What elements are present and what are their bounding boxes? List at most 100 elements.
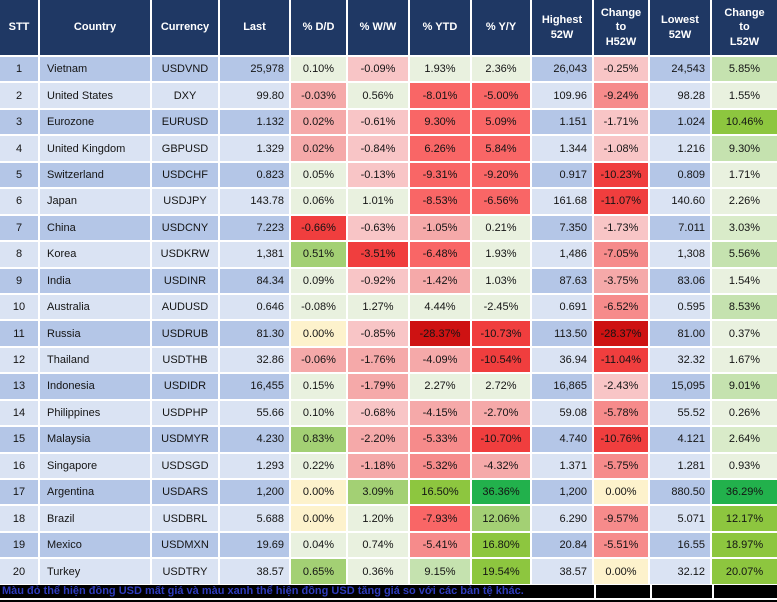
cell-japan-ww: 1.01% [348,189,408,214]
cell-china-currency: USDCNY [152,215,218,241]
footer: Màu đỏ thể hiện đồng USD mất giá và màu … [0,584,777,598]
column-header-last: Last [220,0,289,55]
cell-thailand-low: 32.32 [650,347,710,373]
cell-turkey-ww: 0.36% [348,559,408,584]
footer-note: Màu đỏ thể hiện đồng USD mất giá và màu … [0,584,594,598]
cell-eurozone-chg_h: -1.71% [594,109,648,135]
cell-united-kingdom-stt: 4 [0,136,38,161]
cell-korea-chg_l: 5.56% [712,242,777,267]
cell-russia-yy: -10.73% [472,321,530,346]
cell-korea-country: Korea [40,242,150,267]
cell-china-stt: 7 [0,215,38,241]
cell-russia-country: Russia [40,321,150,346]
cell-argentina-country: Argentina [40,480,150,505]
cell-singapore-stt: 16 [0,453,38,478]
cell-russia-chg_h: -28.37% [594,321,648,346]
cell-thailand-stt: 12 [0,347,38,373]
cell-japan-ytd: -8.53% [410,189,470,214]
cell-vietnam-high: 26,043 [532,57,592,82]
cell-brazil-country: Brazil [40,506,150,531]
cell-philippines-ww: -0.68% [348,400,408,426]
cell-turkey-stt: 20 [0,559,38,584]
cell-turkey-country: Turkey [40,559,150,584]
cell-australia-high: 0.691 [532,294,592,320]
cell-brazil-chg_l: 12.17% [712,506,777,531]
cell-australia-chg_h: -6.52% [594,294,648,320]
cell-philippines-last: 55.66 [220,400,289,426]
cell-thailand-chg_h: -11.04% [594,347,648,373]
column-header-high: Highest 52W [532,0,592,55]
cell-russia-currency: USDRUB [152,321,218,346]
cell-china-ytd: -1.05% [410,215,470,241]
cell-philippines-high: 59.08 [532,400,592,426]
cell-eurozone-low: 1.024 [650,109,710,135]
cell-turkey-low: 32.12 [650,559,710,584]
cell-japan-country: Japan [40,189,150,214]
cell-argentina-yy: 36.36% [472,480,530,505]
cell-eurozone-chg_l: 10.46% [712,109,777,135]
cell-mexico-country: Mexico [40,532,150,558]
cell-china-yy: 0.21% [472,215,530,241]
cell-australia-chg_l: 8.53% [712,294,777,320]
cell-india-currency: USDINR [152,268,218,293]
cell-malaysia-stt: 15 [0,427,38,452]
footer-black-cell-1 [596,584,650,598]
cell-eurozone-yy: 5.09% [472,109,530,135]
cell-thailand-yy: -10.54% [472,347,530,373]
column-header-chg_l: Change to L52W [712,0,777,55]
cell-vietnam-country: Vietnam [40,57,150,82]
column-header-ww: % W/W [348,0,408,55]
cell-united-states-yy: -5.00% [472,83,530,108]
cell-china-chg_h: -1.73% [594,215,648,241]
cell-singapore-currency: USDSGD [152,453,218,478]
cell-singapore-yy: -4.32% [472,453,530,478]
cell-united-kingdom-chg_l: 9.30% [712,136,777,161]
cell-indonesia-last: 16,455 [220,374,289,399]
cell-brazil-low: 5.071 [650,506,710,531]
cell-turkey-chg_l: 20.07% [712,559,777,584]
column-header-ytd: % YTD [410,0,470,55]
cell-mexico-last: 19.69 [220,532,289,558]
cell-indonesia-yy: 2.72% [472,374,530,399]
cell-united-kingdom-currency: GBPUSD [152,136,218,161]
cell-thailand-currency: USDTHB [152,347,218,373]
cell-india-dd: 0.09% [291,268,346,293]
cell-singapore-low: 1.281 [650,453,710,478]
cell-united-kingdom-ww: -0.84% [348,136,408,161]
cell-korea-yy: 1.93% [472,242,530,267]
cell-india-country: India [40,268,150,293]
cell-argentina-ytd: 16.50% [410,480,470,505]
cell-australia-ww: 1.27% [348,294,408,320]
cell-thailand-ytd: -4.09% [410,347,470,373]
cell-switzerland-dd: 0.05% [291,162,346,188]
cell-switzerland-country: Switzerland [40,162,150,188]
cell-turkey-dd: 0.65% [291,559,346,584]
cell-russia-high: 113.50 [532,321,592,346]
cell-singapore-ww: -1.18% [348,453,408,478]
cell-vietnam-chg_h: -0.25% [594,57,648,82]
cell-japan-low: 140.60 [650,189,710,214]
cell-india-chg_l: 1.54% [712,268,777,293]
cell-india-chg_h: -3.75% [594,268,648,293]
cell-china-ww: -0.63% [348,215,408,241]
cell-vietnam-last: 25,978 [220,57,289,82]
cell-philippines-currency: USDPHP [152,400,218,426]
cell-vietnam-low: 24,543 [650,57,710,82]
cell-turkey-ytd: 9.15% [410,559,470,584]
cell-switzerland-ww: -0.13% [348,162,408,188]
cell-thailand-high: 36.94 [532,347,592,373]
cell-brazil-high: 6.290 [532,506,592,531]
cell-united-states-high: 109.96 [532,83,592,108]
column-header-dd: % D/D [291,0,346,55]
cell-brazil-currency: USDBRL [152,506,218,531]
cell-turkey-high: 38.57 [532,559,592,584]
cell-united-kingdom-ytd: 6.26% [410,136,470,161]
cell-vietnam-chg_l: 5.85% [712,57,777,82]
cell-switzerland-high: 0.917 [532,162,592,188]
cell-argentina-ww: 3.09% [348,480,408,505]
cell-singapore-country: Singapore [40,453,150,478]
cell-china-low: 7.011 [650,215,710,241]
cell-indonesia-currency: USDIDR [152,374,218,399]
cell-indonesia-stt: 13 [0,374,38,399]
cell-india-stt: 9 [0,268,38,293]
